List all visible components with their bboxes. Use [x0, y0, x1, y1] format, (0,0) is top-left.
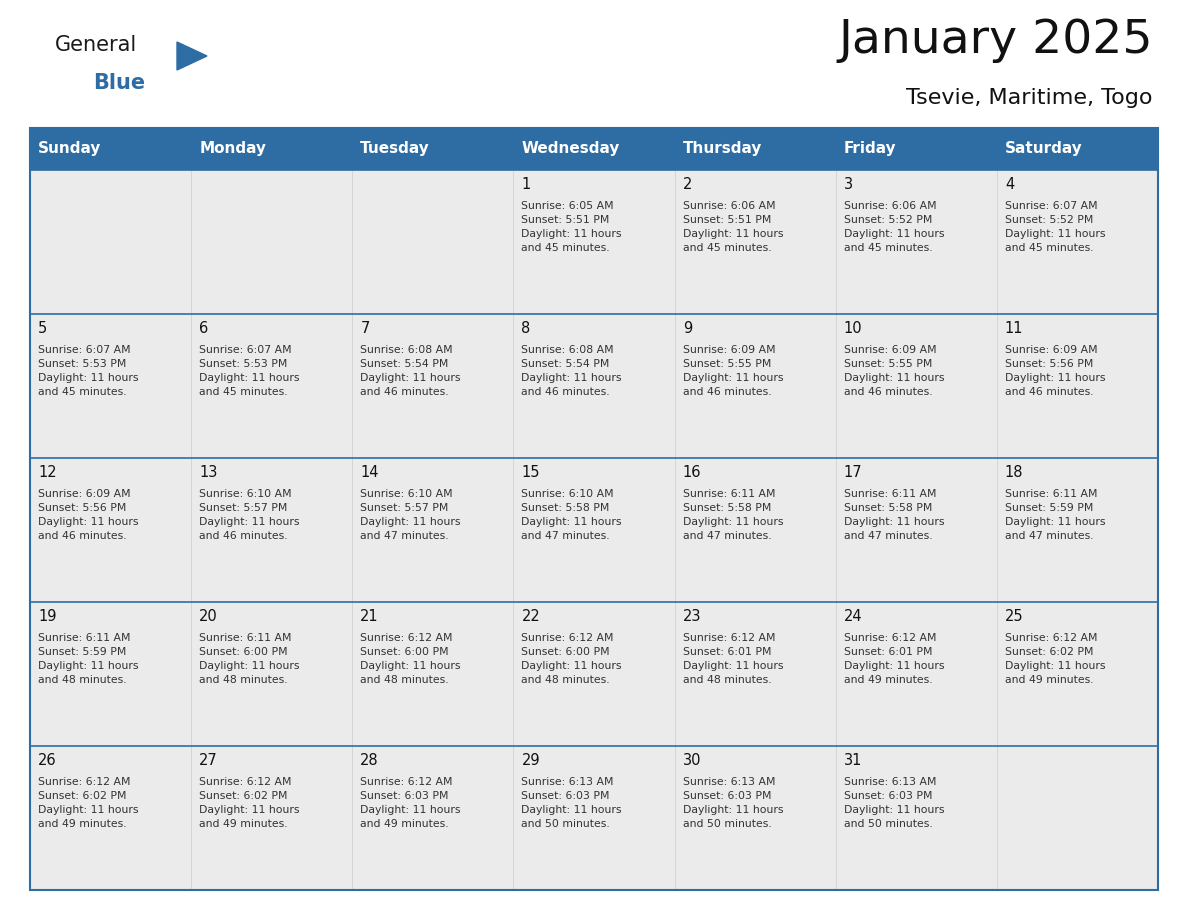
Text: Sunrise: 6:09 AM
Sunset: 5:56 PM
Daylight: 11 hours
and 46 minutes.: Sunrise: 6:09 AM Sunset: 5:56 PM Dayligh…	[1005, 345, 1105, 397]
Text: Sunrise: 6:11 AM
Sunset: 5:59 PM
Daylight: 11 hours
and 47 minutes.: Sunrise: 6:11 AM Sunset: 5:59 PM Dayligh…	[1005, 489, 1105, 541]
Text: 29: 29	[522, 753, 541, 768]
Text: General: General	[55, 35, 138, 55]
Text: Sunrise: 6:08 AM
Sunset: 5:54 PM
Daylight: 11 hours
and 46 minutes.: Sunrise: 6:08 AM Sunset: 5:54 PM Dayligh…	[522, 345, 623, 397]
Text: 21: 21	[360, 609, 379, 624]
Text: 26: 26	[38, 753, 57, 768]
Text: Sunrise: 6:11 AM
Sunset: 6:00 PM
Daylight: 11 hours
and 48 minutes.: Sunrise: 6:11 AM Sunset: 6:00 PM Dayligh…	[200, 633, 299, 685]
Text: January 2025: January 2025	[839, 18, 1154, 63]
Text: 24: 24	[843, 609, 862, 624]
Text: 4: 4	[1005, 177, 1015, 192]
Bar	[30, 128, 1158, 170]
Bar	[30, 128, 1158, 890]
Text: Tsevie, Maritime, Togo: Tsevie, Maritime, Togo	[906, 88, 1154, 108]
Text: 8: 8	[522, 321, 531, 336]
Bar	[30, 746, 1158, 890]
Bar	[30, 170, 1158, 314]
Text: Tuesday: Tuesday	[360, 141, 430, 156]
Text: Sunrise: 6:12 AM
Sunset: 6:02 PM
Daylight: 11 hours
and 49 minutes.: Sunrise: 6:12 AM Sunset: 6:02 PM Dayligh…	[1005, 633, 1105, 685]
Text: Sunrise: 6:12 AM
Sunset: 6:00 PM
Daylight: 11 hours
and 48 minutes.: Sunrise: 6:12 AM Sunset: 6:00 PM Dayligh…	[360, 633, 461, 685]
Text: Sunrise: 6:10 AM
Sunset: 5:57 PM
Daylight: 11 hours
and 47 minutes.: Sunrise: 6:10 AM Sunset: 5:57 PM Dayligh…	[360, 489, 461, 541]
Text: Sunrise: 6:11 AM
Sunset: 5:59 PM
Daylight: 11 hours
and 48 minutes.: Sunrise: 6:11 AM Sunset: 5:59 PM Dayligh…	[38, 633, 139, 685]
Text: 16: 16	[683, 465, 701, 480]
Text: Sunrise: 6:05 AM
Sunset: 5:51 PM
Daylight: 11 hours
and 45 minutes.: Sunrise: 6:05 AM Sunset: 5:51 PM Dayligh…	[522, 201, 623, 253]
Polygon shape	[177, 42, 207, 70]
Text: Sunrise: 6:13 AM
Sunset: 6:03 PM
Daylight: 11 hours
and 50 minutes.: Sunrise: 6:13 AM Sunset: 6:03 PM Dayligh…	[683, 777, 783, 829]
Text: 17: 17	[843, 465, 862, 480]
Text: Blue: Blue	[93, 73, 145, 93]
Text: Sunrise: 6:12 AM
Sunset: 6:01 PM
Daylight: 11 hours
and 49 minutes.: Sunrise: 6:12 AM Sunset: 6:01 PM Dayligh…	[843, 633, 944, 685]
Text: Sunrise: 6:06 AM
Sunset: 5:52 PM
Daylight: 11 hours
and 45 minutes.: Sunrise: 6:06 AM Sunset: 5:52 PM Dayligh…	[843, 201, 944, 253]
Text: 1: 1	[522, 177, 531, 192]
Bar	[30, 458, 1158, 602]
Text: 20: 20	[200, 609, 217, 624]
Text: Sunday: Sunday	[38, 141, 101, 156]
Text: 3: 3	[843, 177, 853, 192]
Text: Sunrise: 6:09 AM
Sunset: 5:56 PM
Daylight: 11 hours
and 46 minutes.: Sunrise: 6:09 AM Sunset: 5:56 PM Dayligh…	[38, 489, 139, 541]
Text: 5: 5	[38, 321, 48, 336]
Text: Sunrise: 6:12 AM
Sunset: 6:03 PM
Daylight: 11 hours
and 49 minutes.: Sunrise: 6:12 AM Sunset: 6:03 PM Dayligh…	[360, 777, 461, 829]
Text: Sunrise: 6:12 AM
Sunset: 6:00 PM
Daylight: 11 hours
and 48 minutes.: Sunrise: 6:12 AM Sunset: 6:00 PM Dayligh…	[522, 633, 623, 685]
Bar	[30, 602, 1158, 746]
Text: Sunrise: 6:13 AM
Sunset: 6:03 PM
Daylight: 11 hours
and 50 minutes.: Sunrise: 6:13 AM Sunset: 6:03 PM Dayligh…	[843, 777, 944, 829]
Text: 18: 18	[1005, 465, 1023, 480]
Text: Sunrise: 6:08 AM
Sunset: 5:54 PM
Daylight: 11 hours
and 46 minutes.: Sunrise: 6:08 AM Sunset: 5:54 PM Dayligh…	[360, 345, 461, 397]
Text: Sunrise: 6:07 AM
Sunset: 5:52 PM
Daylight: 11 hours
and 45 minutes.: Sunrise: 6:07 AM Sunset: 5:52 PM Dayligh…	[1005, 201, 1105, 253]
Text: Sunrise: 6:10 AM
Sunset: 5:58 PM
Daylight: 11 hours
and 47 minutes.: Sunrise: 6:10 AM Sunset: 5:58 PM Dayligh…	[522, 489, 623, 541]
Text: Sunrise: 6:06 AM
Sunset: 5:51 PM
Daylight: 11 hours
and 45 minutes.: Sunrise: 6:06 AM Sunset: 5:51 PM Dayligh…	[683, 201, 783, 253]
Text: 14: 14	[360, 465, 379, 480]
Text: 9: 9	[683, 321, 691, 336]
Text: 30: 30	[683, 753, 701, 768]
Text: Sunrise: 6:12 AM
Sunset: 6:02 PM
Daylight: 11 hours
and 49 minutes.: Sunrise: 6:12 AM Sunset: 6:02 PM Dayligh…	[38, 777, 139, 829]
Text: Thursday: Thursday	[683, 141, 762, 156]
Text: 12: 12	[38, 465, 57, 480]
Text: Sunrise: 6:12 AM
Sunset: 6:02 PM
Daylight: 11 hours
and 49 minutes.: Sunrise: 6:12 AM Sunset: 6:02 PM Dayligh…	[200, 777, 299, 829]
Text: Monday: Monday	[200, 141, 266, 156]
Text: 28: 28	[360, 753, 379, 768]
Text: 19: 19	[38, 609, 57, 624]
Text: 7: 7	[360, 321, 369, 336]
Text: 13: 13	[200, 465, 217, 480]
Text: 25: 25	[1005, 609, 1024, 624]
Text: Friday: Friday	[843, 141, 897, 156]
Text: Wednesday: Wednesday	[522, 141, 620, 156]
Text: 31: 31	[843, 753, 862, 768]
Text: 2: 2	[683, 177, 691, 192]
Text: 10: 10	[843, 321, 862, 336]
Text: 27: 27	[200, 753, 217, 768]
Text: Sunrise: 6:13 AM
Sunset: 6:03 PM
Daylight: 11 hours
and 50 minutes.: Sunrise: 6:13 AM Sunset: 6:03 PM Dayligh…	[522, 777, 623, 829]
Text: 23: 23	[683, 609, 701, 624]
Text: Sunrise: 6:07 AM
Sunset: 5:53 PM
Daylight: 11 hours
and 45 minutes.: Sunrise: 6:07 AM Sunset: 5:53 PM Dayligh…	[200, 345, 299, 397]
Text: 6: 6	[200, 321, 208, 336]
Text: Sunrise: 6:09 AM
Sunset: 5:55 PM
Daylight: 11 hours
and 46 minutes.: Sunrise: 6:09 AM Sunset: 5:55 PM Dayligh…	[843, 345, 944, 397]
Text: 15: 15	[522, 465, 541, 480]
Text: Sunrise: 6:07 AM
Sunset: 5:53 PM
Daylight: 11 hours
and 45 minutes.: Sunrise: 6:07 AM Sunset: 5:53 PM Dayligh…	[38, 345, 139, 397]
Text: 11: 11	[1005, 321, 1023, 336]
Text: 22: 22	[522, 609, 541, 624]
Text: Saturday: Saturday	[1005, 141, 1082, 156]
Bar	[30, 314, 1158, 458]
Text: Sunrise: 6:10 AM
Sunset: 5:57 PM
Daylight: 11 hours
and 46 minutes.: Sunrise: 6:10 AM Sunset: 5:57 PM Dayligh…	[200, 489, 299, 541]
Text: Sunrise: 6:12 AM
Sunset: 6:01 PM
Daylight: 11 hours
and 48 minutes.: Sunrise: 6:12 AM Sunset: 6:01 PM Dayligh…	[683, 633, 783, 685]
Text: Sunrise: 6:11 AM
Sunset: 5:58 PM
Daylight: 11 hours
and 47 minutes.: Sunrise: 6:11 AM Sunset: 5:58 PM Dayligh…	[843, 489, 944, 541]
Text: Sunrise: 6:09 AM
Sunset: 5:55 PM
Daylight: 11 hours
and 46 minutes.: Sunrise: 6:09 AM Sunset: 5:55 PM Dayligh…	[683, 345, 783, 397]
Text: Sunrise: 6:11 AM
Sunset: 5:58 PM
Daylight: 11 hours
and 47 minutes.: Sunrise: 6:11 AM Sunset: 5:58 PM Dayligh…	[683, 489, 783, 541]
